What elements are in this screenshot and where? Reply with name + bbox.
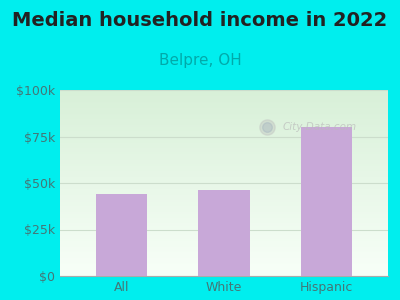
Bar <box>301 127 352 276</box>
Bar <box>198 190 250 276</box>
Text: City-Data.com: City-Data.com <box>283 122 357 132</box>
Bar <box>96 194 147 276</box>
Text: Median household income in 2022: Median household income in 2022 <box>12 11 388 31</box>
Text: Belpre, OH: Belpre, OH <box>159 52 241 68</box>
